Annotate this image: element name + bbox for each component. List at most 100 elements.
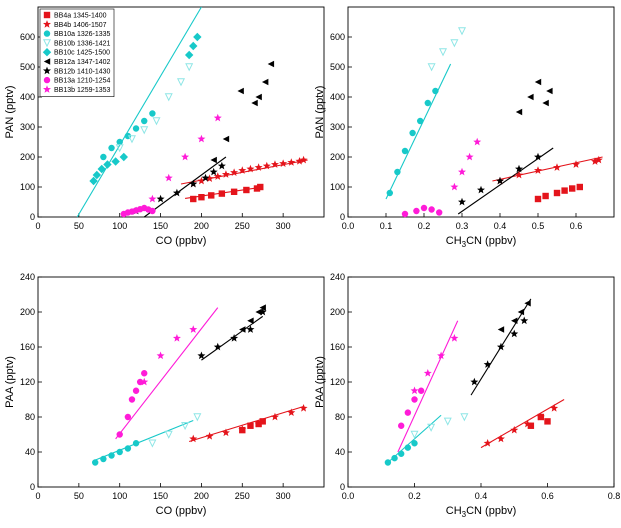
data-point: [230, 188, 238, 195]
data-point: [443, 417, 452, 426]
data-point: [197, 351, 206, 360]
data-point: [267, 60, 275, 68]
data-point: [511, 317, 518, 324]
legend-label: BB12a 1347-1402: [54, 59, 111, 66]
data-point: [299, 404, 308, 412]
fit-line: [480, 399, 565, 449]
data-point: [457, 27, 467, 36]
data-point: [205, 432, 214, 440]
x-axis-label: CH3CN (ppbv): [446, 235, 516, 249]
legend-marker: [43, 30, 51, 37]
data-point: [247, 422, 254, 429]
y-tick-label: 400: [20, 92, 35, 102]
data-point: [515, 170, 523, 179]
data-point: [409, 129, 416, 137]
y-tick-label: 200: [330, 152, 345, 162]
data-point: [427, 63, 436, 72]
fit-line: [143, 156, 227, 218]
panel-bottom-right: 0.0 0.2 0.4 0.6 0.8 0 40 80 120 160 200 240 CH3CN (p…: [314, 272, 620, 519]
y-tick-label: 100: [330, 182, 345, 192]
data-point: [100, 455, 107, 463]
data-point: [246, 325, 255, 333]
data-point: [404, 409, 412, 416]
y-tick-label: 100: [20, 182, 35, 192]
data-point: [132, 440, 140, 447]
x-tick-label: 100: [112, 491, 127, 501]
y-tick-label: 300: [20, 122, 35, 132]
data-point: [132, 125, 140, 132]
data-point: [124, 445, 132, 452]
x-tick-label: 0.0: [342, 491, 355, 501]
data-point: [97, 164, 106, 174]
fit-line: [397, 320, 459, 453]
data-point: [438, 48, 448, 57]
data-point: [279, 159, 288, 167]
y-axis-label: PAA (pptv): [4, 356, 16, 408]
x-tick-label: 0.1: [380, 221, 393, 231]
y-tick-label: 0: [340, 482, 345, 492]
legend-marker: [42, 48, 52, 57]
data-point: [140, 377, 149, 386]
data-point: [259, 418, 266, 425]
data-point: [483, 439, 492, 447]
data-point: [460, 413, 469, 422]
y-tick-label: 400: [330, 92, 345, 102]
data-point: [230, 168, 239, 176]
data-point: [108, 144, 115, 152]
data-point: [520, 316, 529, 325]
data-point: [561, 187, 568, 194]
data-point: [401, 210, 409, 218]
data-point: [190, 195, 197, 203]
data-point: [140, 126, 149, 135]
data-point: [473, 137, 482, 146]
legend-box: [39, 8, 115, 97]
legend-label: BB12b 1410-1430: [54, 68, 111, 75]
data-point: [164, 93, 173, 102]
x-tick-label: 150: [153, 221, 168, 231]
data-point: [141, 117, 148, 125]
data-point: [515, 108, 523, 116]
data-point: [436, 209, 443, 216]
y-tick-label: 160: [20, 342, 35, 352]
data-point: [221, 170, 230, 178]
data-point: [116, 448, 123, 456]
data-point: [222, 135, 230, 143]
data-point: [542, 192, 549, 200]
data-point: [119, 152, 128, 162]
x-tick-label: 200: [194, 491, 209, 501]
data-point: [496, 176, 504, 185]
data-point: [420, 204, 428, 212]
data-point: [413, 207, 420, 215]
data-point: [569, 185, 576, 192]
data-point: [496, 434, 505, 443]
data-point: [287, 408, 296, 417]
data-point: [103, 160, 112, 169]
data-point: [510, 425, 519, 434]
data-point: [213, 113, 222, 122]
data-point: [594, 155, 603, 164]
data-point: [237, 87, 244, 95]
data-point: [450, 334, 459, 342]
x-tick-label: 0.2: [408, 491, 421, 501]
data-point: [181, 152, 190, 161]
data-point: [254, 163, 263, 171]
fit-line: [387, 414, 442, 463]
data-point: [470, 377, 479, 386]
y-tick-label: 600: [330, 32, 345, 42]
x-tick-label: 0: [35, 221, 40, 231]
data-point: [515, 164, 523, 173]
x-tick-label: 250: [235, 491, 250, 501]
panel-bottom-left: 0 50 100 150 200 250 300 0 40 80 120 160 200 240 CO (p…: [4, 272, 325, 517]
data-point: [401, 147, 409, 155]
data-point: [394, 168, 401, 176]
data-point: [411, 396, 418, 403]
data-point: [210, 156, 217, 164]
y-tick-label: 240: [20, 272, 35, 282]
data-point: [270, 412, 279, 421]
data-point: [410, 386, 419, 395]
panel-top-right: 0.0 0.1 0.2 0.3 0.4 0.5 0.6 0 100 200 300 400 500 600…: [314, 6, 615, 249]
data-point: [148, 439, 157, 448]
data-point: [527, 422, 535, 429]
legend-marker: [43, 58, 51, 65]
x-tick-label: 300: [276, 491, 291, 501]
